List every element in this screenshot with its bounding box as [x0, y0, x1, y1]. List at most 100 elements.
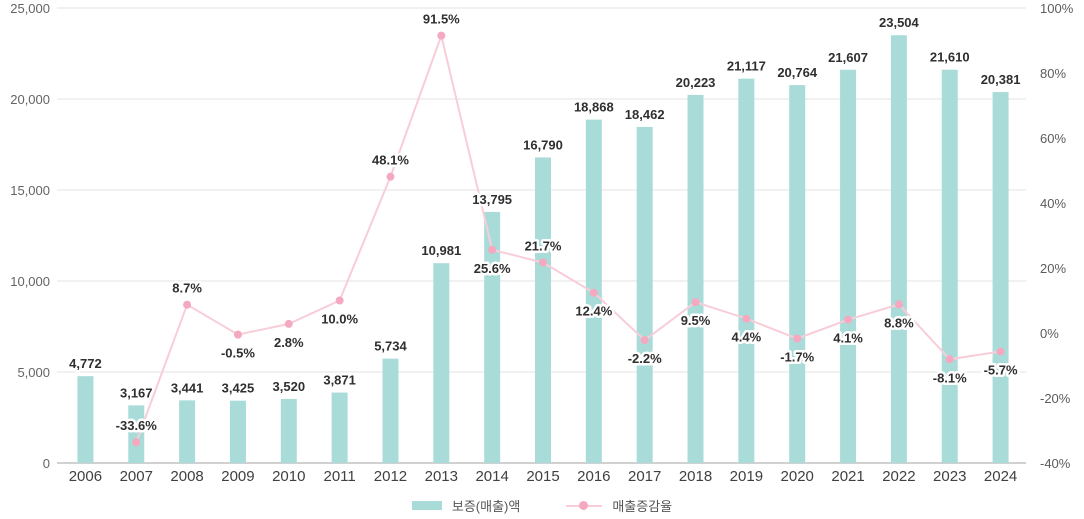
- line-marker-2021: [844, 315, 853, 324]
- bar-value-label: 4,772: [69, 356, 102, 371]
- line-marker-2020: [793, 334, 802, 343]
- right-axis-tick-label: 100%: [1040, 1, 1074, 16]
- x-axis-year-label: 2015: [526, 468, 559, 485]
- legend-item-bar-series: 보증(매출)액: [411, 496, 521, 515]
- bar-2019: [738, 78, 755, 464]
- x-axis-year-label: 2011: [323, 468, 355, 485]
- bar-swatch-icon: [411, 501, 442, 510]
- growth-rate-label: 12.4%: [575, 304, 612, 319]
- line-marker-2024: [996, 347, 1005, 356]
- left-axis-tick-label: 0: [43, 456, 50, 471]
- bar-2021: [840, 69, 857, 464]
- bar-value-label: 20,223: [676, 75, 716, 90]
- bar-value-label: 13,795: [472, 192, 512, 207]
- right-axis-tick-label: -20%: [1040, 391, 1071, 406]
- bar-value-label: 10,981: [421, 243, 461, 258]
- bar-2017: [636, 126, 653, 463]
- bar-2013: [433, 263, 450, 463]
- x-axis-year-label: 2006: [69, 468, 102, 485]
- bar-2009: [229, 400, 246, 463]
- line-marker-2019: [742, 314, 751, 323]
- line-marker-2012: [386, 172, 395, 181]
- x-axis-year-label: 2014: [475, 468, 508, 485]
- bar-2012: [382, 358, 399, 463]
- line-marker-2022: [894, 300, 903, 309]
- bar-2023: [941, 69, 958, 463]
- bar-value-label: 3,441: [171, 380, 204, 395]
- growth-rate-label: 91.5%: [423, 12, 460, 27]
- bar-2006: [77, 376, 94, 463]
- left-axis-tick-label: 20,000: [10, 92, 50, 107]
- bar-value-label: 5,734: [374, 339, 407, 354]
- left-axis-tick-label: 15,000: [10, 183, 50, 198]
- line-marker-2015: [539, 258, 547, 267]
- x-axis-year-label: 2023: [933, 468, 966, 485]
- left-axis-tick-label: 5,000: [17, 365, 50, 380]
- growth-rate-label: -8.1%: [933, 370, 967, 385]
- x-axis-year-label: 2017: [628, 468, 661, 485]
- left-axis-tick-label: 10,000: [10, 274, 50, 289]
- bar-value-label: 21,610: [930, 50, 970, 65]
- bar-2018: [687, 94, 704, 463]
- right-axis-tick-label: 20%: [1040, 261, 1066, 276]
- right-axis-tick-label: 0%: [1040, 326, 1059, 341]
- line-swatch-dot-icon: [579, 501, 589, 510]
- bar-value-label: 20,764: [777, 65, 818, 80]
- bar-value-label: 3,167: [120, 385, 153, 400]
- growth-rate-label: 9.5%: [681, 313, 711, 328]
- chart-svg: 0 5,000 10,000 15,000 20,000 25,000 -40% -20% 0%…: [10, 1, 1074, 485]
- bar-value-label: 3,425: [222, 381, 255, 396]
- growth-rate-label: -2.2%: [628, 351, 662, 366]
- chart-legend: 보증(매출)액 매출증감율: [0, 496, 1084, 515]
- right-axis-tick-label: 80%: [1040, 66, 1066, 81]
- bar-2015: [535, 157, 551, 463]
- bar-2024: [992, 92, 1009, 464]
- x-axis-year-label: 2016: [577, 468, 610, 485]
- bar-2022: [890, 35, 907, 463]
- bar-2014: [484, 211, 501, 463]
- growth-rate-label: 4.4%: [732, 330, 762, 345]
- x-axis-year-label: 2021: [831, 468, 864, 485]
- x-axis-year-label: 2013: [425, 468, 458, 485]
- legend-label-bar-series: 보증(매출)액: [451, 499, 521, 514]
- right-axis-tick-label: 40%: [1040, 196, 1066, 211]
- line-marker-2011: [335, 296, 344, 305]
- line-marker-2016: [589, 288, 598, 297]
- growth-rate-label: 21.7%: [525, 238, 562, 253]
- bar-value-label: 3,520: [273, 379, 306, 394]
- growth-rate-line: [135, 32, 1001, 443]
- bar-value-label: 21,117: [727, 59, 766, 74]
- x-axis-year-label: 2010: [272, 468, 305, 485]
- line-marker-2009: [233, 330, 242, 339]
- line-marker-2017: [640, 336, 649, 345]
- line-marker-2007: [132, 438, 141, 447]
- growth-rate-label: 8.8%: [884, 315, 914, 330]
- bar-value-label: 3,871: [323, 373, 356, 388]
- right-axis-tick-label: -40%: [1040, 456, 1071, 471]
- legend-item-line-series: 매출증감율: [566, 496, 672, 515]
- line-marker-2010: [284, 319, 293, 328]
- growth-rate-label: 8.7%: [172, 281, 202, 296]
- growth-rate-label: -33.6%: [116, 418, 158, 433]
- left-axis-tick-label: 25,000: [10, 1, 50, 16]
- bar-2011: [331, 392, 348, 463]
- x-axis-year-label: 2019: [730, 468, 763, 485]
- growth-rate-label: 25.6%: [474, 261, 511, 276]
- growth-rate-label: 10.0%: [321, 312, 358, 327]
- bar-2020: [789, 85, 806, 463]
- x-axis-year-label: 2024: [984, 468, 1017, 485]
- growth-rate-label: 48.1%: [372, 153, 409, 168]
- growth-rate-label: -0.5%: [221, 346, 255, 361]
- right-axis-tick-label: 60%: [1040, 131, 1066, 146]
- bar-value-label: 21,607: [828, 50, 868, 65]
- growth-rate-label: 2.8%: [274, 335, 304, 350]
- bar-2010: [280, 398, 297, 463]
- bar-value-label: 23,504: [879, 15, 920, 30]
- x-axis-year-label: 2009: [221, 468, 254, 485]
- line-marker-2023: [945, 355, 954, 364]
- line-marker-2008: [183, 300, 192, 309]
- x-axis-year-label: 2012: [374, 468, 407, 485]
- x-axis-year-label: 2022: [882, 468, 915, 485]
- growth-rate-label: -5.7%: [984, 363, 1018, 378]
